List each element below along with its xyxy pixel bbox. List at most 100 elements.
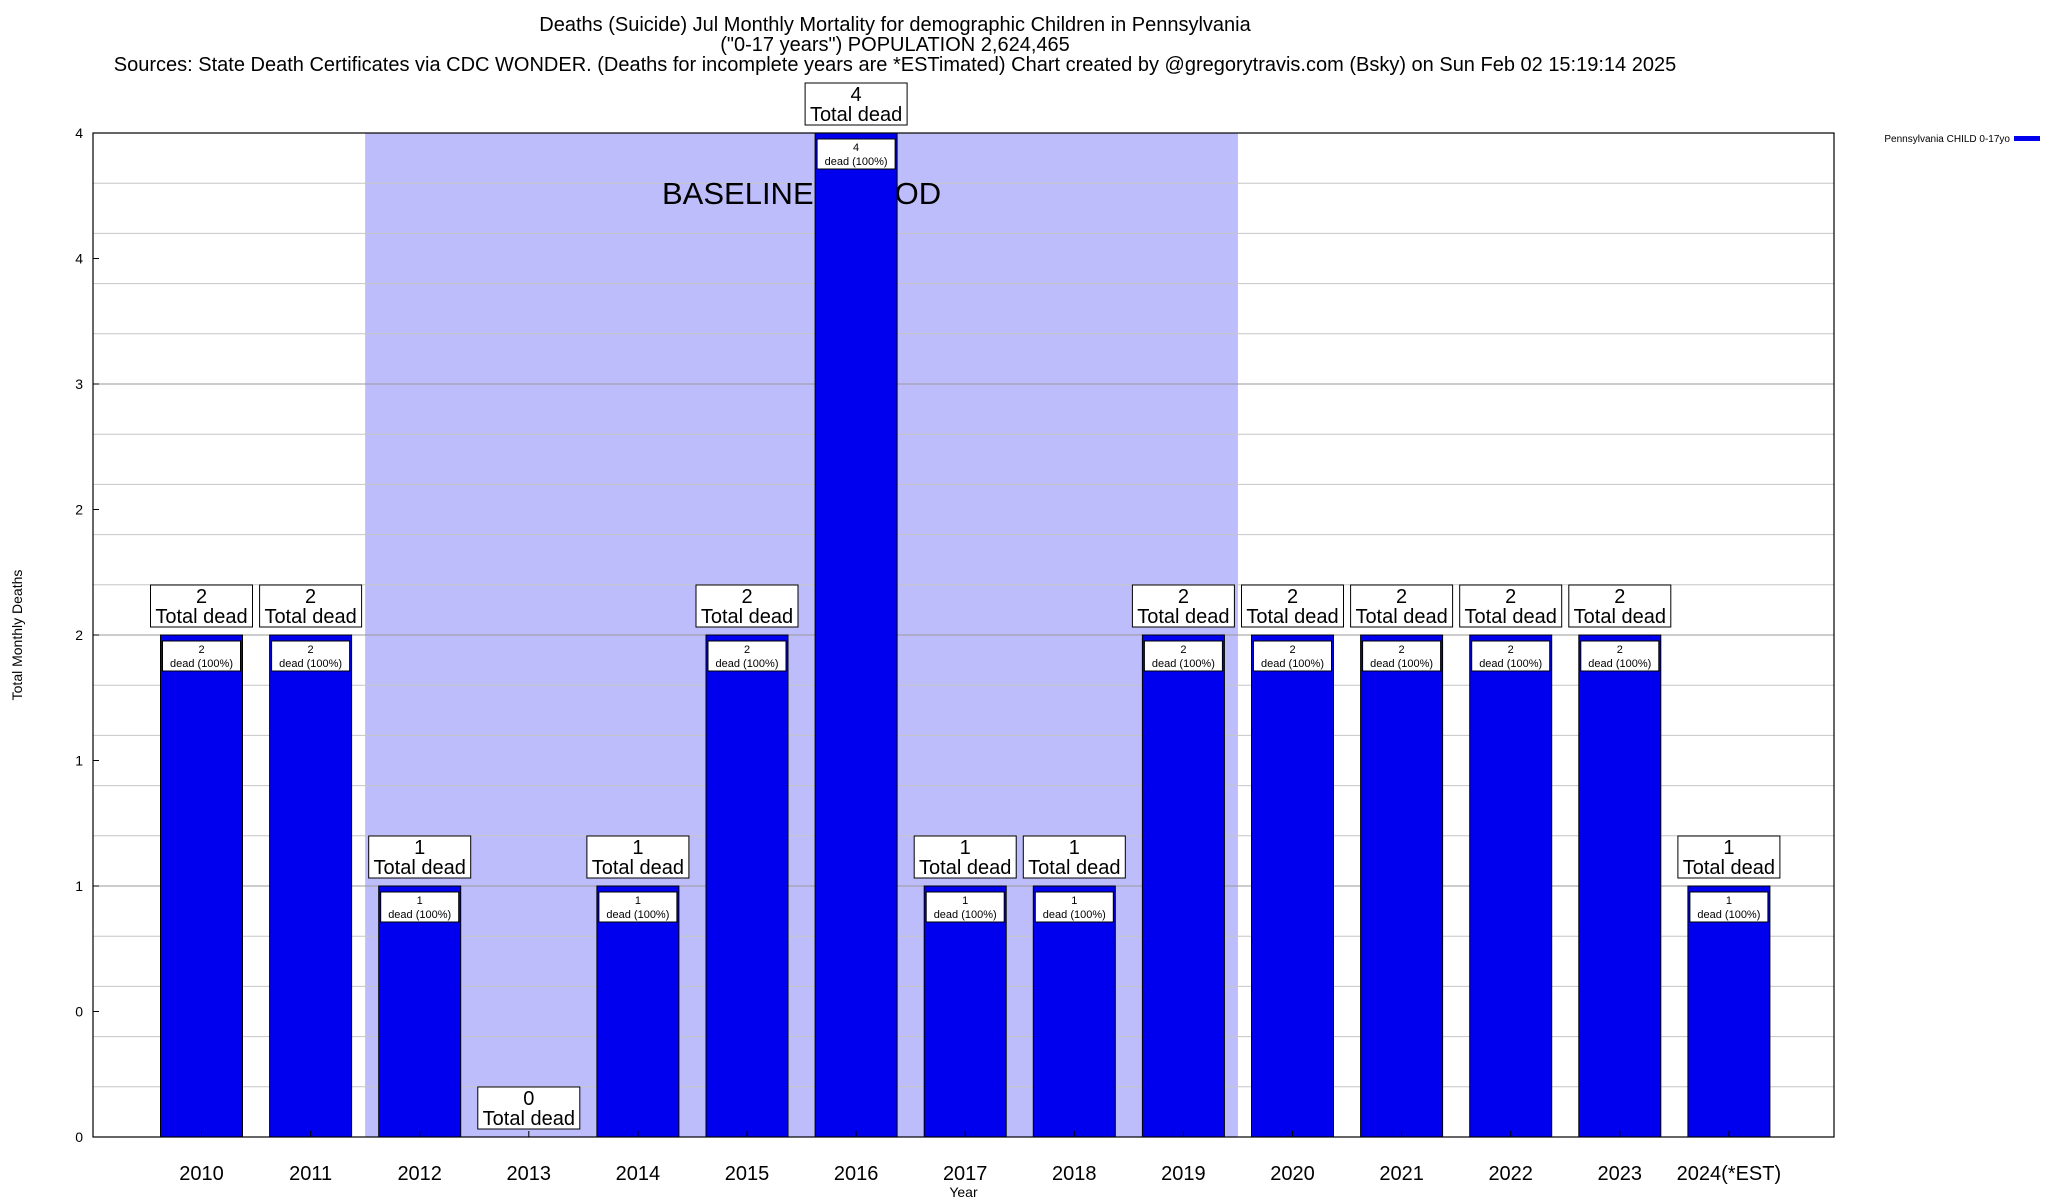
total-value-2012: 1 xyxy=(414,837,425,859)
bar-inner-value: 4 xyxy=(853,142,859,154)
x-tick-label-2014: 2014 xyxy=(616,1163,661,1185)
bar-inner-label: dead (100%) xyxy=(716,658,779,670)
total-value-2013: 0 xyxy=(523,1088,534,1110)
y-tick-label: 0 xyxy=(75,1129,83,1145)
bar-inner-value: 2 xyxy=(198,644,204,656)
y-tick-label: 2 xyxy=(75,627,83,643)
bar-inner-label: dead (100%) xyxy=(1479,658,1542,670)
y-tick-label: 3 xyxy=(75,376,83,392)
x-tick-label-2017: 2017 xyxy=(943,1163,988,1185)
bar-2012 xyxy=(378,885,462,1138)
bar-inner-label-box xyxy=(707,640,787,672)
total-label-box xyxy=(1241,584,1344,628)
bar-inner-label-box xyxy=(162,640,241,672)
bar-inner-value: 1 xyxy=(635,895,641,907)
legend-swatch xyxy=(2014,136,2040,141)
bar-inner-label: dead (100%) xyxy=(1370,658,1433,670)
bar-inner-label-box xyxy=(271,640,351,672)
total-label-box xyxy=(804,82,908,126)
bar-inner-label-box xyxy=(1143,640,1223,672)
bar-2021 xyxy=(1360,634,1444,1138)
x-tick-label-2020: 2020 xyxy=(1270,1163,1315,1185)
total-value-2023: 2 xyxy=(1614,586,1625,608)
bar-inner-value: 2 xyxy=(1180,644,1186,656)
total-value-2017: 1 xyxy=(960,837,971,859)
total-label-box xyxy=(1677,835,1781,879)
bar-inner-label: dead (100%) xyxy=(934,909,997,921)
x-tick-label-2019: 2019 xyxy=(1161,1163,1206,1185)
bar-2019 xyxy=(1141,634,1225,1138)
bar-inner-value: 2 xyxy=(1508,644,1514,656)
total-value-2015: 2 xyxy=(741,586,752,608)
bar-inner-label-box xyxy=(1362,640,1442,672)
y-tick-label: 2 xyxy=(75,502,83,518)
total-label-box xyxy=(695,584,799,628)
total-label-box xyxy=(1131,584,1235,628)
x-tick-label-2010: 2010 xyxy=(179,1163,224,1185)
bar-inner-value: 1 xyxy=(417,895,423,907)
bar-inner-label-box xyxy=(1471,640,1551,672)
bar-2016 xyxy=(814,132,898,1138)
bar-inner-label: dead (100%) xyxy=(1152,658,1215,670)
total-label-box xyxy=(913,835,1017,879)
bar-inner-label: dead (100%) xyxy=(1261,658,1324,670)
total-value-2016: 4 xyxy=(851,84,862,106)
total-value-2011: 2 xyxy=(305,586,316,608)
bar-2010 xyxy=(160,634,243,1138)
bar-inner-label-box xyxy=(925,891,1005,923)
bar-inner-label: dead (100%) xyxy=(1588,658,1651,670)
total-label: Total dead xyxy=(1137,606,1229,628)
x-tick-label-2012: 2012 xyxy=(397,1163,442,1185)
bar-2023 xyxy=(1578,634,1662,1138)
total-label: Total dead xyxy=(374,857,466,879)
total-label: Total dead xyxy=(1028,857,1120,879)
y-tick-label: 1 xyxy=(75,753,83,769)
x-tick-label-2016: 2016 xyxy=(834,1163,879,1185)
x-tick-label-2023: 2023 xyxy=(1598,1163,1643,1185)
bar-inner-value: 1 xyxy=(962,895,968,907)
bar-inner-label: dead (100%) xyxy=(606,909,669,921)
total-label: Total dead xyxy=(919,857,1011,879)
bar-inner-value: 2 xyxy=(308,644,314,656)
bar-2024(*EST) xyxy=(1687,885,1771,1138)
bar-inner-label: dead (100%) xyxy=(1697,909,1760,921)
bar-inner-value: 2 xyxy=(1289,644,1295,656)
bar-inner-value: 1 xyxy=(1726,895,1732,907)
total-label-box xyxy=(368,835,472,879)
bar-inner-label-box xyxy=(1689,891,1769,923)
bar-2014 xyxy=(596,885,680,1138)
total-label: Total dead xyxy=(592,857,684,879)
total-label: Total dead xyxy=(1355,606,1447,628)
bar-inner-label-box xyxy=(598,891,678,923)
x-tick-label-2015: 2015 xyxy=(725,1163,770,1185)
bar-inner-label: dead (100%) xyxy=(1043,909,1106,921)
total-label: Total dead xyxy=(1683,857,1775,879)
total-label: Total dead xyxy=(1465,606,1557,628)
chart-subtitle: ("0-17 years") POPULATION 2,624,465 xyxy=(720,34,1070,56)
x-tick-label-2024(*EST): 2024(*EST) xyxy=(1677,1163,1782,1185)
total-label: Total dead xyxy=(1246,606,1338,628)
total-label-box xyxy=(586,835,690,879)
bar-inner-label: dead (100%) xyxy=(279,658,342,670)
total-value-2021: 2 xyxy=(1396,586,1407,608)
total-label: Total dead xyxy=(264,606,356,628)
bar-2011 xyxy=(269,634,353,1138)
bar-inner-label: dead (100%) xyxy=(388,909,451,921)
chart-title: Deaths (Suicide) Jul Monthly Mortality f… xyxy=(539,14,1251,36)
bar-inner-label: dead (100%) xyxy=(825,156,888,168)
total-label: Total dead xyxy=(1574,606,1666,628)
total-value-2014: 1 xyxy=(632,837,643,859)
y-tick-label: 0 xyxy=(75,1004,83,1020)
chart-sources: Sources: State Death Certificates via CD… xyxy=(113,54,1677,76)
x-tick-label-2021: 2021 xyxy=(1379,1163,1424,1185)
y-tick-label: 1 xyxy=(75,878,83,894)
bar-inner-label-box xyxy=(380,891,460,923)
total-label-box xyxy=(259,584,363,628)
bar-inner-label: dead (100%) xyxy=(170,658,233,670)
y-tick-label: 4 xyxy=(75,125,83,141)
y-tick-label: 4 xyxy=(75,251,83,267)
total-value-2022: 2 xyxy=(1505,586,1516,608)
total-label: Total dead xyxy=(810,104,902,126)
baseline-period-label: BASELINE PERIOD xyxy=(662,176,941,211)
